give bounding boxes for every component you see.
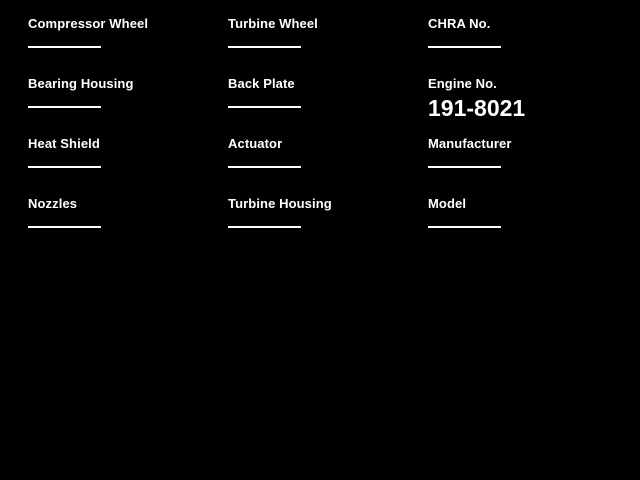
field-underline-turbine-housing[interactable] [228,226,301,228]
field-label-compressor-wheel: Compressor Wheel [28,16,149,31]
field-manufacturer[interactable]: Manufacturer [428,136,608,192]
field-label-nozzles: Nozzles [28,196,78,211]
field-label-back-plate: Back Plate [228,76,295,91]
field-chra-no[interactable]: CHRA No. [428,16,608,72]
field-model[interactable]: Model [428,196,608,252]
field-heat-shield[interactable]: Heat Shield [28,136,208,192]
field-label-bearing-housing: Bearing Housing [28,76,134,91]
field-label-engine-no: Engine No. [428,76,497,91]
field-label-turbine-housing: Turbine Housing [228,196,332,211]
field-nozzles[interactable]: Nozzles [28,196,208,252]
field-underline-bearing-housing[interactable] [28,106,101,108]
field-label-heat-shield: Heat Shield [28,136,100,151]
field-label-model: Model [428,196,467,211]
field-underline-back-plate[interactable] [228,106,301,108]
field-underline-compressor-wheel[interactable] [28,46,101,48]
field-actuator[interactable]: Actuator [228,136,408,192]
field-underline-turbine-wheel[interactable] [228,46,301,48]
field-underline-manufacturer[interactable] [428,166,501,168]
field-underline-heat-shield[interactable] [28,166,101,168]
field-label-turbine-wheel: Turbine Wheel [228,16,318,31]
field-compressor-wheel[interactable]: Compressor Wheel [28,16,208,72]
field-engine-no[interactable]: Engine No. 191-8021 [428,76,608,132]
field-label-actuator: Actuator [228,136,283,151]
field-underline-chra-no[interactable] [428,46,501,48]
field-underline-nozzles[interactable] [28,226,101,228]
field-underline-model[interactable] [428,226,501,228]
field-underline-actuator[interactable] [228,166,301,168]
field-turbine-housing[interactable]: Turbine Housing [228,196,408,252]
field-bearing-housing[interactable]: Bearing Housing [28,76,208,132]
field-label-manufacturer: Manufacturer [428,136,512,151]
field-turbine-wheel[interactable]: Turbine Wheel [228,16,408,72]
field-label-chra-no: CHRA No. [428,16,491,31]
field-value-engine-no[interactable]: 191-8021 [428,95,526,121]
field-back-plate[interactable]: Back Plate [228,76,408,132]
